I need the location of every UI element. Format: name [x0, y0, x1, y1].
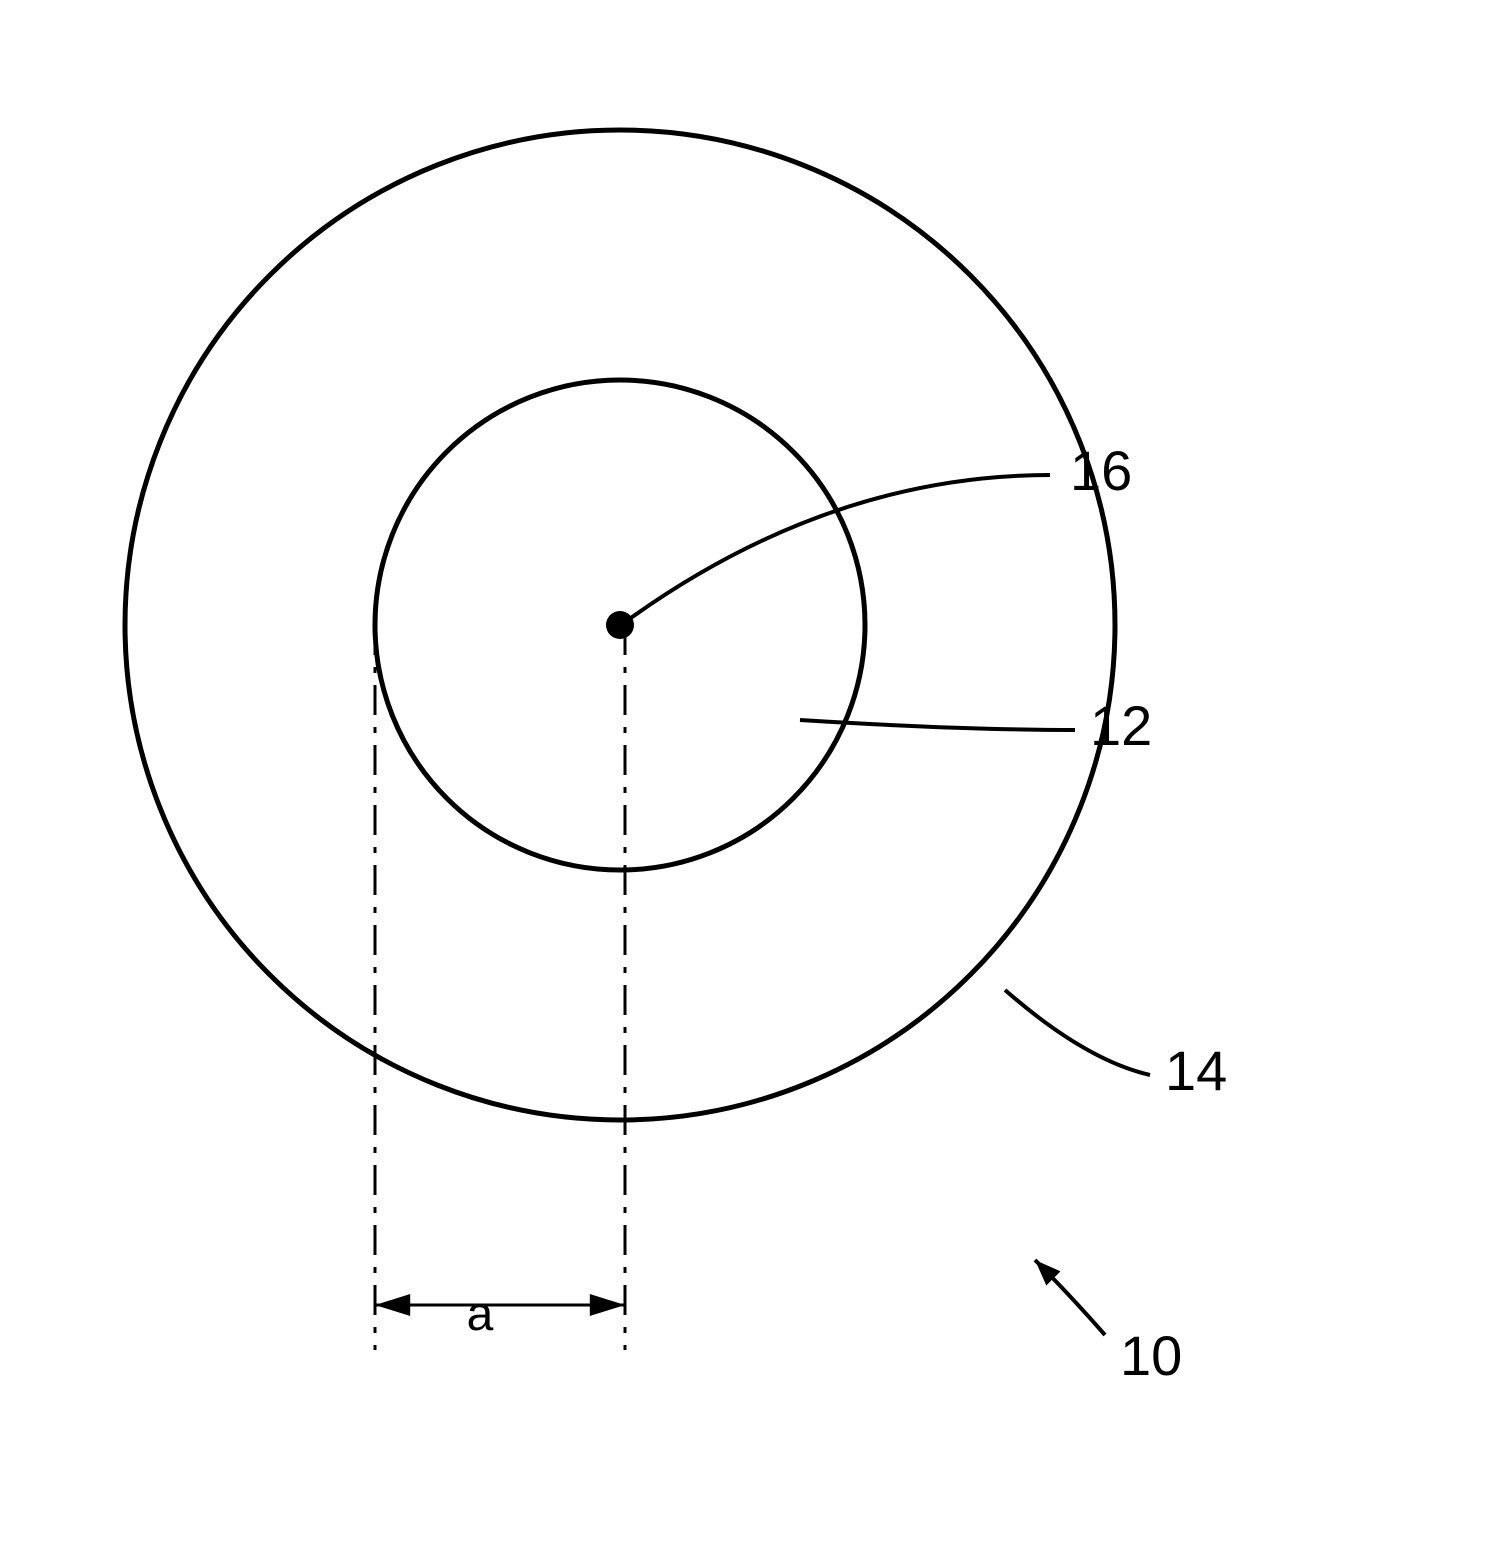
diagram-svg: a 16 12 14 10: [0, 0, 1503, 1562]
diagram-container: a 16 12 14 10: [0, 0, 1503, 1562]
label-leader-14: [1005, 990, 1150, 1075]
dimension-arrow-left-icon: [375, 1294, 410, 1316]
label-text-10: 10: [1120, 1324, 1182, 1387]
label-text-12: 12: [1090, 694, 1152, 757]
label-text-14: 14: [1165, 1039, 1227, 1102]
label-leader-16: [628, 475, 1050, 620]
dimension-label: a: [467, 1288, 494, 1341]
dimension-arrow-right-icon: [590, 1294, 625, 1316]
label-text-16: 16: [1070, 439, 1132, 502]
center-dot: [606, 611, 634, 639]
